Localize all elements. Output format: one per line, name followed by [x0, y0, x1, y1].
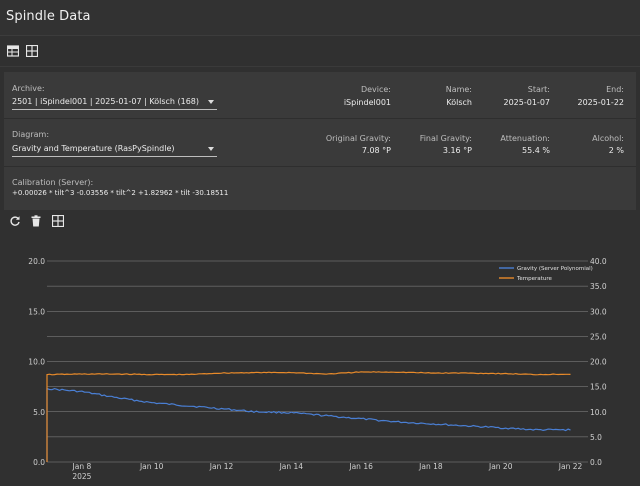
chart-axes: 0.0 5.0 10.0 15.0 20.0 25.0 30.0 35.0 40.0 0.0 5.0… — [28, 257, 607, 481]
end-value: 2025-01-22 — [577, 98, 625, 107]
start-label: Start: — [527, 85, 550, 94]
x-tick-label: Jan 10 — [139, 462, 164, 471]
calibration-row: Calibration (Server): +0.00026 * tilt^3 … — [4, 168, 636, 210]
y-right-tick-label: 5.0 — [590, 433, 602, 442]
refresh-icon[interactable] — [9, 215, 21, 227]
y-left-tick-label: 20.0 — [28, 257, 45, 266]
calibration-formula: +0.00026 * tilt^3 -0.03556 * tilt^2 +1.8… — [12, 189, 229, 197]
diagram-select[interactable]: Gravity and Temperature (RasPySpindle) — [12, 142, 217, 157]
y-left-tick-label: 0.0 — [33, 458, 45, 467]
y-right-tick-label: 30.0 — [590, 307, 607, 316]
y-right-tick-label: 15.0 — [590, 383, 607, 392]
x-tick-label: Jan 14 — [279, 462, 304, 471]
toolbar — [0, 37, 640, 67]
grid-icon[interactable] — [26, 45, 38, 57]
x-tick-label: Jan 12 — [209, 462, 234, 471]
x-tick-label: Jan 22 — [558, 462, 583, 471]
final-gravity-value: 3.16 °P — [442, 146, 472, 155]
y-right-tick-label: 35.0 — [590, 282, 607, 291]
x-tick-label: Jan 16 — [348, 462, 373, 471]
y-left-tick-label: 10.0 — [28, 358, 45, 367]
archive-select-value: 2501 | iSpindel001 | 2025-01-07 | Kölsch… — [12, 97, 200, 106]
alcohol-label: Alcohol: — [592, 134, 624, 143]
y-left-tick-label: 5.0 — [33, 408, 45, 417]
archive-label: Archive: — [12, 84, 45, 93]
device-label: Device: — [360, 85, 391, 94]
device-value: iSpindel001 — [343, 98, 391, 107]
spindle-chart: 0.0 5.0 10.0 15.0 20.0 25.0 30.0 35.0 40.0 0.0 5.0… — [28, 257, 607, 481]
table-icon[interactable] — [7, 45, 19, 57]
delete-icon[interactable] — [30, 215, 42, 227]
attenuation-label: Attenuation: — [500, 134, 550, 143]
page-title: Spindle Data — [6, 9, 91, 24]
y-left-tick-label: 15.0 — [28, 307, 45, 316]
original-gravity-label: Original Gravity: — [325, 134, 391, 143]
series-line — [46, 387, 571, 462]
name-label: Name: — [445, 85, 472, 94]
x-tick-label: Jan 18 — [418, 462, 443, 471]
diagram-select-value: Gravity and Temperature (RasPySpindle) — [12, 144, 175, 153]
start-value: 2025-01-07 — [503, 98, 551, 107]
attenuation-value: 55.4 % — [522, 146, 550, 155]
legend-label: Temperature — [516, 276, 552, 282]
chevron-down-icon — [208, 100, 214, 104]
chart-actions — [0, 211, 640, 231]
alcohol-value: 2 % — [608, 146, 624, 155]
chart-legend: Gravity (Server Polynomial) Temperature — [499, 266, 593, 282]
final-gravity-label: Final Gravity: — [419, 134, 472, 143]
x-year-label: 2025 — [72, 472, 91, 481]
archive-select[interactable]: 2501 | iSpindel001 | 2025-01-07 | Kölsch… — [12, 95, 217, 110]
diagram-label: Diagram: — [12, 130, 50, 139]
y-right-tick-label: 0.0 — [590, 458, 602, 467]
app-header: Spindle Data — [0, 0, 640, 36]
series-line — [46, 371, 571, 462]
y-right-tick-label: 25.0 — [590, 332, 607, 341]
y-right-tick-label: 20.0 — [590, 358, 607, 367]
y-right-tick-label: 10.0 — [590, 408, 607, 417]
chevron-down-icon — [208, 147, 214, 151]
grid-icon[interactable] — [52, 215, 64, 227]
chart-series — [46, 371, 571, 462]
name-value: Kölsch — [446, 98, 472, 107]
chart-grid — [47, 260, 588, 463]
diagram-row: Diagram: Gravity and Temperature (RasPyS… — [4, 120, 636, 167]
end-label: End: — [606, 85, 624, 94]
original-gravity-value: 7.08 °P — [361, 146, 391, 155]
y-right-tick-label: 40.0 — [590, 257, 607, 266]
info-panel: Archive: 2501 | iSpindel001 | 2025-01-07… — [4, 72, 636, 210]
x-tick-label: Jan 8 — [72, 462, 92, 471]
archive-row: Archive: 2501 | iSpindel001 | 2025-01-07… — [4, 72, 636, 119]
calibration-label: Calibration (Server): — [12, 178, 94, 187]
x-tick-label: Jan 20 — [488, 462, 513, 471]
legend-label: Gravity (Server Polynomial) — [517, 266, 593, 272]
